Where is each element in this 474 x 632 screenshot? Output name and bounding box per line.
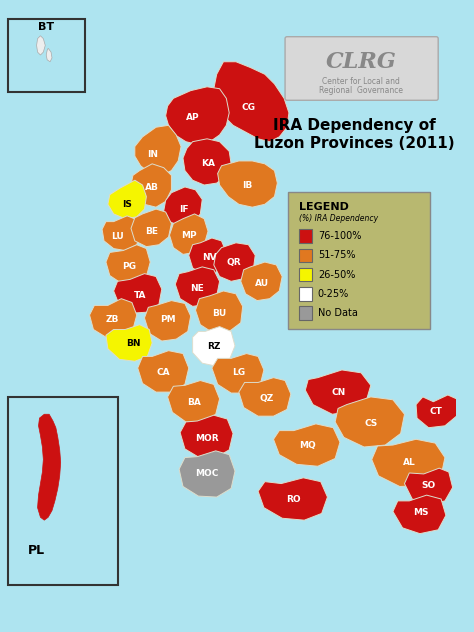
- Polygon shape: [214, 62, 289, 142]
- Polygon shape: [106, 325, 152, 362]
- Text: MOC: MOC: [195, 470, 219, 478]
- Polygon shape: [179, 451, 235, 497]
- Text: LU: LU: [111, 231, 124, 241]
- Polygon shape: [404, 468, 453, 505]
- Text: QZ: QZ: [260, 394, 274, 403]
- Polygon shape: [192, 327, 235, 366]
- Polygon shape: [165, 87, 229, 145]
- FancyBboxPatch shape: [285, 37, 438, 100]
- Text: KA: KA: [201, 159, 215, 168]
- Bar: [299, 287, 312, 301]
- Text: 26-50%: 26-50%: [318, 270, 355, 279]
- Text: PG: PG: [122, 262, 136, 271]
- Text: MQ: MQ: [299, 441, 316, 449]
- Polygon shape: [305, 370, 371, 414]
- Text: QR: QR: [227, 258, 241, 267]
- Text: CG: CG: [241, 104, 255, 112]
- Text: MS: MS: [413, 508, 428, 517]
- Text: AB: AB: [145, 183, 159, 192]
- Text: IB: IB: [242, 181, 253, 190]
- Polygon shape: [170, 214, 208, 254]
- Text: No Data: No Data: [318, 308, 358, 318]
- Text: PM: PM: [160, 315, 175, 324]
- Text: Regional  Governance: Regional Governance: [319, 86, 403, 95]
- Text: BE: BE: [145, 227, 158, 236]
- Text: TA: TA: [134, 291, 147, 300]
- Bar: [299, 268, 312, 281]
- Text: LEGEND: LEGEND: [299, 202, 348, 212]
- Text: SO: SO: [421, 481, 436, 490]
- Bar: [299, 248, 312, 262]
- Text: IS: IS: [122, 200, 132, 209]
- Polygon shape: [145, 301, 191, 341]
- Text: BN: BN: [126, 339, 140, 348]
- Polygon shape: [195, 291, 243, 333]
- Text: PL: PL: [28, 545, 45, 557]
- Text: IF: IF: [179, 205, 189, 214]
- Polygon shape: [106, 245, 150, 283]
- Text: RO: RO: [286, 495, 301, 504]
- Polygon shape: [214, 243, 255, 281]
- Polygon shape: [131, 209, 172, 246]
- Polygon shape: [46, 48, 52, 62]
- Polygon shape: [335, 397, 404, 447]
- Polygon shape: [138, 351, 189, 392]
- Polygon shape: [189, 238, 226, 274]
- Text: RZ: RZ: [207, 343, 220, 351]
- Text: ZB: ZB: [106, 315, 119, 324]
- Polygon shape: [241, 262, 282, 301]
- Polygon shape: [135, 125, 181, 176]
- Polygon shape: [131, 164, 172, 207]
- Text: CS: CS: [364, 420, 377, 428]
- Text: (%) IRA Dependency: (%) IRA Dependency: [299, 214, 378, 223]
- Text: IRA Dependency of
Luzon Provinces (2011): IRA Dependency of Luzon Provinces (2011): [254, 118, 455, 151]
- Polygon shape: [393, 495, 446, 533]
- Polygon shape: [183, 139, 231, 185]
- Text: LG: LG: [232, 368, 246, 377]
- Text: AL: AL: [403, 458, 416, 467]
- Text: Center for Local and: Center for Local and: [322, 76, 400, 85]
- Polygon shape: [273, 424, 340, 466]
- Polygon shape: [212, 353, 264, 393]
- Polygon shape: [90, 299, 137, 337]
- Polygon shape: [102, 216, 141, 250]
- Polygon shape: [108, 180, 146, 219]
- Polygon shape: [168, 380, 219, 422]
- Text: CN: CN: [332, 387, 346, 397]
- Polygon shape: [36, 36, 45, 55]
- Polygon shape: [218, 161, 277, 207]
- Polygon shape: [37, 414, 61, 520]
- Polygon shape: [239, 378, 291, 416]
- Text: BT: BT: [38, 22, 55, 32]
- Polygon shape: [258, 478, 328, 520]
- Text: CLRG: CLRG: [326, 51, 397, 73]
- Polygon shape: [164, 187, 202, 226]
- Bar: [299, 307, 312, 320]
- Polygon shape: [180, 415, 233, 458]
- Text: MOR: MOR: [195, 434, 219, 443]
- Text: CT: CT: [430, 407, 443, 416]
- Text: AU: AU: [255, 279, 269, 288]
- Polygon shape: [175, 267, 219, 307]
- FancyBboxPatch shape: [288, 191, 429, 329]
- Text: AP: AP: [186, 113, 200, 122]
- Bar: [8, 397, 118, 585]
- Text: 51-75%: 51-75%: [318, 250, 356, 260]
- Text: NV: NV: [201, 253, 216, 262]
- Text: 76-100%: 76-100%: [318, 231, 361, 241]
- Bar: [8, 20, 85, 92]
- Polygon shape: [372, 439, 445, 487]
- Text: CA: CA: [157, 368, 171, 377]
- Text: NE: NE: [191, 284, 204, 293]
- Polygon shape: [416, 395, 456, 428]
- Text: BA: BA: [188, 398, 201, 407]
- Bar: [299, 229, 312, 243]
- Text: IN: IN: [146, 150, 158, 159]
- Text: BU: BU: [212, 308, 227, 318]
- Text: 0-25%: 0-25%: [318, 289, 349, 299]
- Text: MP: MP: [181, 231, 197, 240]
- Polygon shape: [114, 274, 162, 313]
